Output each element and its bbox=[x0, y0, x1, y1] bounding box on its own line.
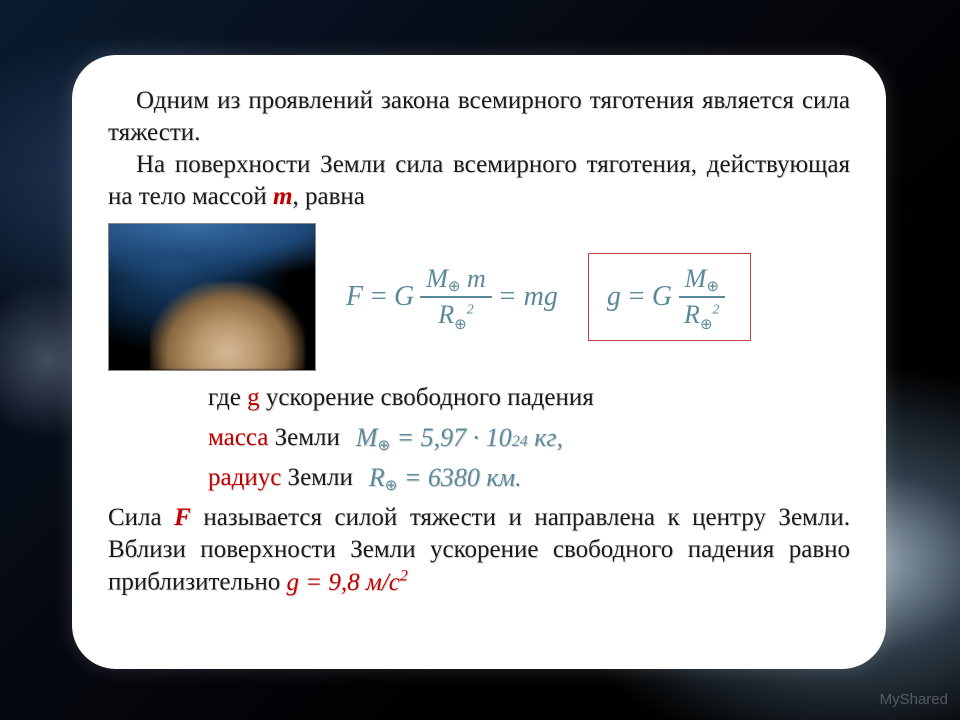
g-fraction: M⊕ R⊕2 bbox=[678, 264, 725, 330]
g-G: G bbox=[652, 281, 672, 313]
p3-b: называется силой тяжести и направлена к … bbox=[108, 504, 850, 595]
g-value-text: g = 9,8 м/с bbox=[287, 569, 400, 596]
f-den: R⊕2 bbox=[432, 298, 479, 330]
f-fraction: M⊕ m R⊕2 bbox=[420, 264, 492, 330]
f-num: M⊕ m bbox=[420, 264, 492, 298]
mass-variable: m bbox=[273, 183, 292, 210]
g-value: g = 9,8 м/с2 bbox=[287, 569, 408, 596]
g-eq: = bbox=[627, 281, 646, 313]
content-card: Одним из проявлений закона всемирного тя… bbox=[72, 55, 886, 669]
f-eq-mg: = mg bbox=[498, 281, 558, 313]
def-mass: масса Земли M⊕ = 5,97 · 1024 кг, bbox=[208, 418, 850, 458]
def-radius: радиус Земли R⊕ = 6380 км. bbox=[208, 458, 850, 498]
def-radius-red: радиус bbox=[208, 464, 281, 491]
g-value-exp: 2 bbox=[400, 567, 408, 584]
paragraph-1: Одним из проявлений закона всемирного тя… bbox=[108, 85, 850, 149]
def-mass-value: M⊕ = 5,97 · 1024 кг, bbox=[356, 418, 563, 458]
def-mass-rest: Земли bbox=[268, 424, 340, 451]
def-g: где g ускорение свободного падения bbox=[208, 379, 850, 418]
g-g: g bbox=[607, 281, 621, 313]
def-g-text: где g ускорение свободного падения bbox=[208, 379, 594, 418]
force-variable: F bbox=[174, 504, 191, 531]
def-mass-red: масса bbox=[208, 424, 268, 451]
def-radius-rest: Земли bbox=[281, 464, 353, 491]
formula-g: g = G M⊕ R⊕2 bbox=[607, 264, 726, 330]
def-g-var: g bbox=[247, 384, 260, 411]
g-num: M⊕ bbox=[679, 264, 725, 298]
p1-text: Одним из проявлений закона всемирного тя… bbox=[108, 87, 850, 146]
def-g-a: где bbox=[208, 384, 247, 411]
f-eq: = bbox=[369, 281, 388, 313]
p3-a: Сила bbox=[108, 504, 174, 531]
p2-text-b: , равна bbox=[293, 183, 365, 210]
def-radius-value: R⊕ = 6380 км. bbox=[369, 458, 522, 498]
definitions: где g ускорение свободного падения масса… bbox=[208, 379, 850, 498]
def-radius-label: радиус Земли bbox=[208, 459, 353, 498]
g-den: R⊕2 bbox=[678, 298, 725, 330]
def-g-b: ускорение свободного падения bbox=[260, 384, 594, 411]
formula-force: F = G M⊕ m R⊕2 = mg bbox=[346, 264, 558, 330]
earth-image bbox=[108, 223, 316, 371]
paragraph-2: На поверхности Земли сила всемирного тяг… bbox=[108, 149, 850, 213]
paragraph-3: Сила F называется силой тяжести и направ… bbox=[108, 502, 850, 598]
formula-g-box: g = G M⊕ R⊕2 bbox=[588, 253, 751, 341]
f-G: G bbox=[394, 281, 414, 313]
watermark: MyShared bbox=[880, 691, 948, 708]
p2-text-a: На поверхности Земли сила всемирного тяг… bbox=[108, 151, 850, 210]
formula-row: F = G M⊕ m R⊕2 = mg g = G M⊕ R⊕2 bbox=[108, 223, 850, 371]
f-F: F bbox=[346, 281, 363, 313]
def-mass-label: масса Земли bbox=[208, 419, 340, 458]
